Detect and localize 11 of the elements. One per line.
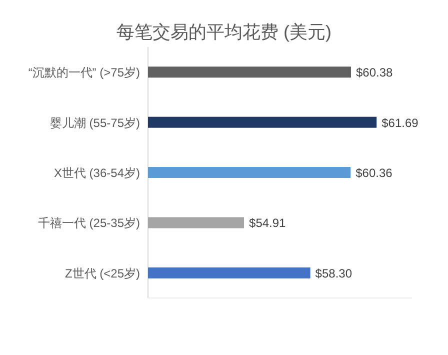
data-label: $54.91 <box>249 216 286 230</box>
y-tick-label: Z世代 (<25岁) <box>64 266 140 280</box>
data-label: $58.30 <box>315 266 352 280</box>
data-label: $61.69 <box>382 116 419 130</box>
data-label: $60.38 <box>356 66 394 80</box>
chart-title: 每笔交易的平均花费 (美元) <box>116 22 332 42</box>
y-tick-label: 婴儿潮 (55-75岁) <box>50 116 140 130</box>
data-label: $60.36 <box>356 166 393 180</box>
y-tick-label: “沉默的一代” (>75岁) <box>28 66 140 80</box>
y-tick-label: X世代 (36-54岁) <box>54 166 140 180</box>
y-tick-label: 千禧一代 (25-35岁) <box>38 216 140 230</box>
